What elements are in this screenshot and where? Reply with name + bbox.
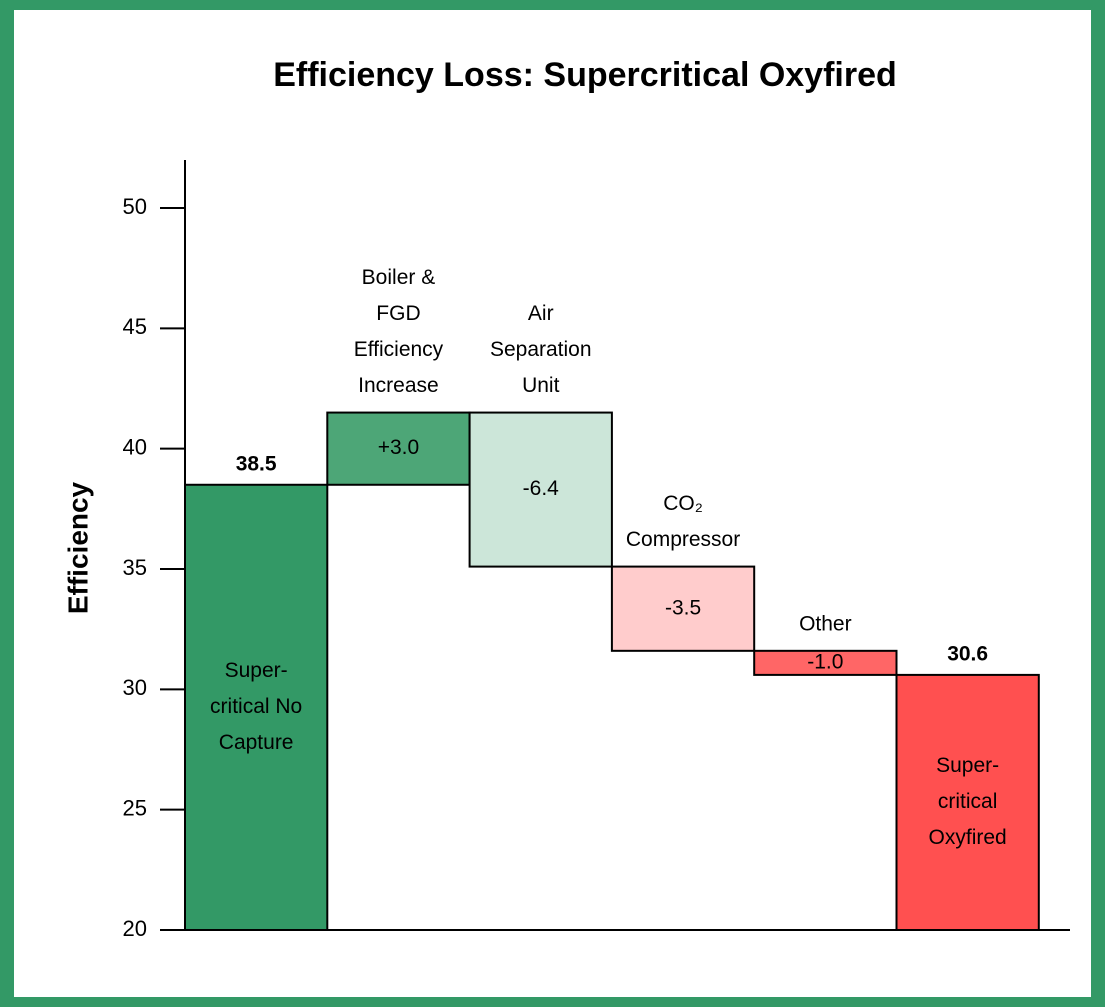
y-tick-label: 40 (123, 434, 147, 459)
category-label: Air (528, 302, 554, 325)
category-label: Increase (358, 374, 439, 397)
y-tick-label: 35 (123, 555, 147, 580)
y-tick-label: 45 (123, 314, 147, 339)
bar (610, 565, 756, 652)
category-label: Unit (522, 374, 560, 397)
y-tick-label: 50 (123, 194, 147, 219)
category-label: Efficiency (354, 338, 444, 361)
value-label: -1.0 (807, 650, 843, 673)
bar (468, 411, 613, 568)
value-label: -3.5 (665, 596, 701, 619)
category-label: Compressor (626, 528, 740, 551)
category-label: Other (799, 612, 852, 635)
value-label: -6.4 (523, 477, 560, 500)
category-label: Separation (490, 338, 592, 361)
bar (895, 673, 1040, 931)
category-label: Super- (225, 659, 288, 682)
value-label: +3.0 (378, 436, 419, 459)
y-axis-label: Efficiency (62, 481, 93, 614)
category-label: FGD (376, 302, 420, 325)
value-label: 30.6 (947, 642, 988, 665)
category-label: critical (938, 790, 998, 813)
bar (753, 649, 898, 676)
chart-title: Efficiency Loss: Supercritical Oxyfired (273, 56, 897, 94)
y-tick-label: 30 (123, 675, 147, 700)
category-label: Oxyfired (929, 826, 1007, 849)
y-tick-label: 20 (123, 916, 147, 941)
category-label: critical No (210, 695, 302, 718)
category-label: Super- (936, 754, 999, 777)
y-tick-label: 25 (123, 795, 147, 820)
category-label: Capture (219, 731, 294, 754)
bar (184, 483, 329, 931)
category-label: CO₂ (663, 492, 703, 515)
value-label: 38.5 (236, 452, 277, 475)
category-label: Boiler & (362, 266, 436, 289)
